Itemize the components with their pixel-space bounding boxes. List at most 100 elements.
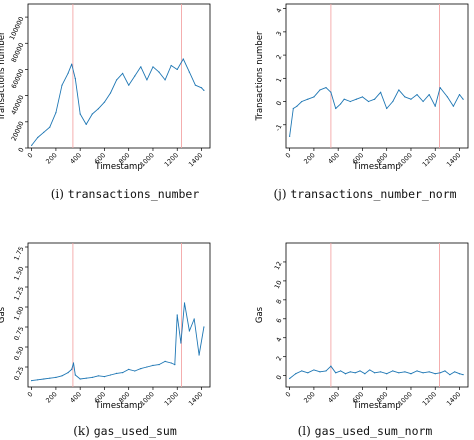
- x-tick-label: 1400: [445, 390, 462, 407]
- y-tick-label: 0: [275, 374, 284, 381]
- caption-i: (i) transactions_number: [30, 187, 220, 201]
- data-point: [369, 369, 371, 371]
- data-point: [373, 372, 376, 374]
- data-point: [307, 98, 309, 100]
- chart-1: 0 200 400 600 800 1000 1200 1400-101234Timestam…: [255, 3, 469, 172]
- data-point: [67, 72, 69, 74]
- data-point: [203, 89, 205, 91]
- x-tick-label: 1200: [421, 151, 438, 168]
- data-point: [319, 371, 321, 373]
- data-point: [115, 79, 118, 81]
- data-point: [97, 375, 99, 377]
- data-point: [97, 108, 99, 110]
- data-point: [146, 366, 148, 368]
- data-point: [386, 373, 388, 375]
- data-point: [380, 371, 382, 373]
- x-tick-label: 0: [284, 390, 293, 399]
- data-point: [325, 87, 327, 89]
- data-point: [103, 376, 106, 378]
- y-tick-label: 0.25: [12, 365, 25, 382]
- data-point: [122, 372, 124, 374]
- y-tick-label: 12: [273, 260, 284, 271]
- y-tick-label: 2: [275, 53, 284, 60]
- data-point: [164, 360, 166, 362]
- data-point: [458, 93, 461, 96]
- caption-i-letter: (i): [50, 187, 64, 201]
- data-point: [364, 373, 366, 375]
- plot-frame: [285, 242, 469, 388]
- data-point: [122, 72, 124, 74]
- data-point: [170, 362, 172, 364]
- y-tick-label: 4: [275, 7, 284, 14]
- data-point: [301, 100, 303, 103]
- data-point: [313, 96, 315, 98]
- data-point: [416, 370, 418, 372]
- data-point: [446, 96, 448, 98]
- data-point: [325, 370, 327, 372]
- chart-0: 0 200 400 600 800 1000 1200 1400020000400006000…: [0, 3, 211, 172]
- data-point: [182, 58, 184, 60]
- x-axis-title: Timestamp: [352, 162, 400, 172]
- data-point: [109, 374, 112, 376]
- data-point: [31, 144, 33, 146]
- data-point: [43, 378, 45, 380]
- data-point: [79, 378, 81, 380]
- data-point: [37, 379, 39, 381]
- x-tick-label: 0: [284, 151, 293, 160]
- data-point: [335, 372, 337, 374]
- caption-j: (j) transactions_number_norm: [260, 187, 470, 201]
- caption-k: (k) gas_used_sum: [30, 424, 220, 438]
- y-tick-label: 1.00: [12, 305, 25, 322]
- x-tick-label: 1400: [187, 390, 204, 407]
- data-point: [295, 373, 297, 375]
- data-point: [55, 112, 57, 114]
- x-tick-label: 1200: [163, 390, 180, 407]
- data-point: [392, 100, 394, 103]
- data-point: [140, 66, 142, 68]
- data-point: [361, 96, 364, 98]
- data-point: [170, 64, 172, 67]
- plot-frame: [27, 3, 211, 149]
- data-point: [194, 84, 197, 86]
- x-axis-title: Timestamp: [94, 162, 142, 172]
- data-point: [422, 100, 424, 103]
- y-axis-title: Gas: [0, 306, 7, 323]
- data-point: [49, 126, 51, 128]
- caption-k-name: gas_used_sum: [93, 424, 177, 438]
- series-line-0: [31, 302, 205, 382]
- data-point: [109, 92, 112, 94]
- data-point: [319, 89, 321, 91]
- x-tick-label: 400: [69, 390, 83, 404]
- data-point: [354, 372, 356, 374]
- data-point: [140, 368, 142, 370]
- y-tick-label: 40000: [10, 94, 26, 116]
- data-point: [61, 375, 63, 377]
- y-tick-label: 10: [273, 279, 284, 290]
- data-point: [91, 113, 93, 115]
- data-point: [416, 93, 418, 96]
- y-tick-label: 0.75: [12, 325, 25, 342]
- data-point: [193, 318, 195, 320]
- caption-l-letter: (l): [297, 424, 311, 438]
- data-point: [313, 369, 315, 371]
- data-point: [200, 87, 203, 89]
- data-point: [55, 376, 57, 378]
- data-point: [410, 98, 412, 100]
- data-point: [72, 362, 75, 364]
- x-tick-label: 200: [302, 390, 316, 404]
- x-axis-title: Timestamp: [352, 401, 400, 411]
- data-point: [292, 107, 294, 110]
- plot-frame: [27, 242, 211, 388]
- data-point: [380, 91, 382, 93]
- data-point: [31, 380, 33, 382]
- data-point: [176, 314, 178, 316]
- data-point: [296, 105, 298, 107]
- data-point: [404, 371, 406, 373]
- data-point: [128, 368, 130, 370]
- y-tick-label: 0.50: [12, 345, 25, 362]
- caption-l-name: gas_used_sum_norm: [314, 424, 433, 438]
- data-point: [61, 84, 63, 86]
- data-point: [462, 98, 464, 100]
- data-point: [180, 342, 182, 344]
- data-point: [176, 68, 178, 71]
